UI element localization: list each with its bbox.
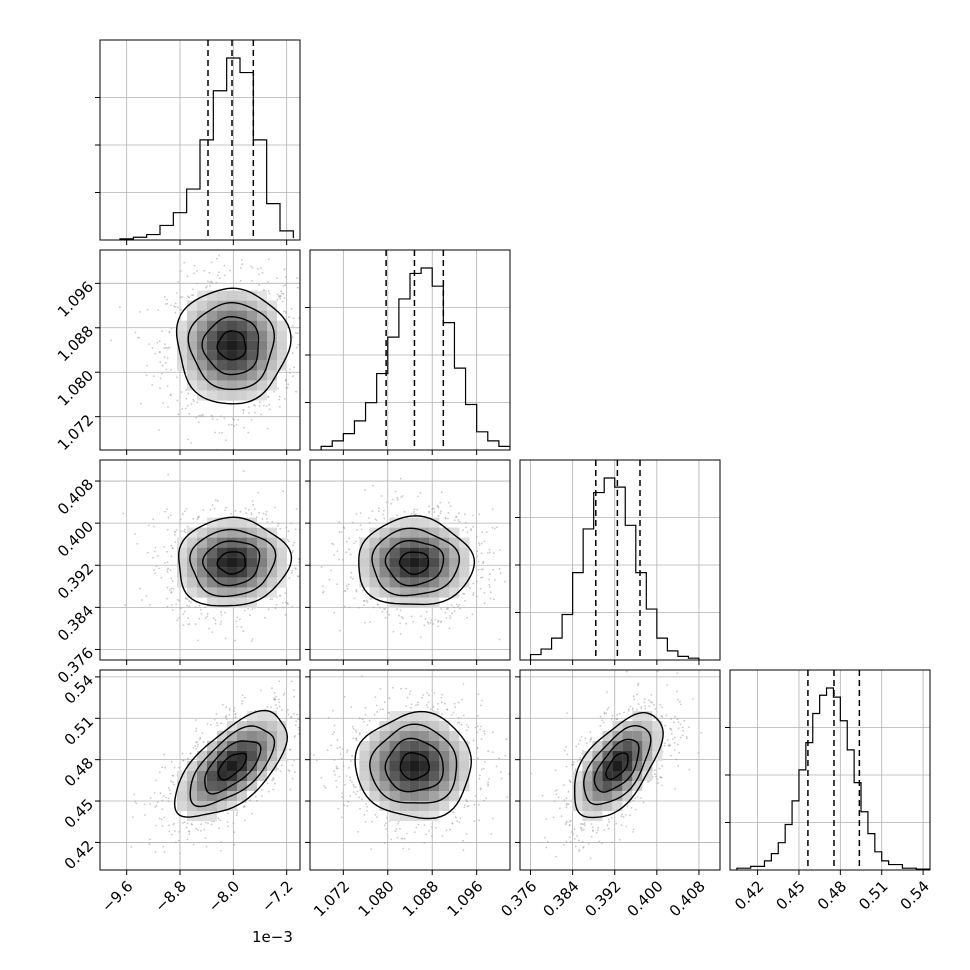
scatter-frame-2-0 xyxy=(99,459,301,661)
hist-step-3 xyxy=(736,687,930,870)
scatter-frame-3-1 xyxy=(309,669,511,871)
contour-3-1-3 xyxy=(354,710,473,820)
contour-3-2-3 xyxy=(574,712,664,819)
y-tick-label-2-2: 0.392 xyxy=(54,560,97,603)
scatter-points-2-1 xyxy=(320,477,506,641)
y-tick-label-1-0: 1.072 xyxy=(54,411,97,454)
x-tick-label-2-0: 0.376 xyxy=(497,877,540,920)
x-tick-label-3-2: 0.48 xyxy=(814,877,850,913)
hist-frame-2 xyxy=(519,459,721,661)
x-tick-label-1-3: 1.096 xyxy=(443,877,486,920)
contour-1-0-2 xyxy=(187,301,276,391)
scatter-frame-2-1 xyxy=(309,459,511,661)
y-tick-label-2-1: 0.384 xyxy=(54,602,97,645)
tick-marks-3-0 xyxy=(95,676,288,875)
scatter-points-3-1 xyxy=(313,670,510,852)
x-tick-label-2-3: 0.400 xyxy=(624,877,667,920)
x-tick-label-3-3: 0.51 xyxy=(855,877,891,913)
hist-panel-3 xyxy=(725,669,931,871)
x-tick-label-0-0: −9.6 xyxy=(98,877,136,915)
y-tick-label-2-4: 0.408 xyxy=(54,475,97,518)
y-tick-label-1-2: 1.088 xyxy=(54,322,97,365)
scatter-panel-3-1 xyxy=(309,669,511,871)
contour-3-1-0 xyxy=(399,752,431,781)
tick-marks-3-1 xyxy=(305,676,478,875)
x-tick-label-2-2: 0.392 xyxy=(582,877,625,920)
x-tick-label-1-2: 1.088 xyxy=(399,877,442,920)
contour-2-0-1 xyxy=(201,540,261,587)
y-tick-label-3-0: 0.42 xyxy=(61,837,97,873)
x-tick-label-0-2: −8.0 xyxy=(205,877,243,915)
scatter-panel-3-2 xyxy=(519,669,721,871)
tick-marks-3-3 xyxy=(757,870,924,875)
contour-1-0-1 xyxy=(201,315,260,376)
contour-3-1-2 xyxy=(369,723,458,804)
tick-marks-1-0 xyxy=(95,282,288,455)
x-tick-label-1-0: 1.072 xyxy=(310,877,353,920)
x-tick-label-0-3: −7.2 xyxy=(258,877,296,915)
contour-3-2-1 xyxy=(593,738,640,793)
scatter-panel-3-0 xyxy=(99,669,301,871)
scatter-frame-1-0 xyxy=(99,249,301,451)
contour-3-2-0 xyxy=(605,752,629,780)
tick-marks-2-2 xyxy=(530,660,700,665)
contour-2-0-0 xyxy=(216,551,246,575)
hist-step-0 xyxy=(119,57,294,240)
contour-2-0-3 xyxy=(177,516,293,607)
y-tick-label-3-1: 0.45 xyxy=(61,795,97,831)
scatter-frame-3-2 xyxy=(519,669,721,871)
contour-3-1-1 xyxy=(384,737,444,793)
contour-3-2-2 xyxy=(583,724,652,806)
tick-marks-2-0 xyxy=(95,480,288,665)
contour-3-0-0 xyxy=(217,752,248,781)
contour-3-0-1 xyxy=(204,740,262,795)
contour-2-1-2 xyxy=(371,527,461,597)
density-2-0 xyxy=(177,517,287,608)
hist-step-1 xyxy=(320,267,510,450)
contour-2-0-2 xyxy=(189,528,277,598)
scatter-panel-2-0 xyxy=(99,459,301,661)
hist-frame-1 xyxy=(309,249,511,451)
density-3-2 xyxy=(572,711,663,821)
x-tick-label-3-4: 0.54 xyxy=(897,877,933,913)
hist-panel-2 xyxy=(515,459,721,661)
tick-marks-3-2 xyxy=(515,676,700,875)
contour-2-1-1 xyxy=(384,539,445,587)
scatter-points-3-2 xyxy=(530,670,703,860)
contour-2-1-3 xyxy=(358,515,476,606)
hist-frame-3 xyxy=(729,669,931,871)
x-tick-label-0-1: −8.8 xyxy=(151,877,189,915)
contour-3-0-2 xyxy=(189,725,276,808)
hist-panel-0 xyxy=(95,39,301,241)
scatter-points-1-0 xyxy=(110,254,300,450)
tick-marks-1-1 xyxy=(342,450,478,455)
y-tick-label-2-3: 0.400 xyxy=(54,518,97,561)
contour-1-0-0 xyxy=(216,330,247,361)
scatter-points-2-0 xyxy=(122,470,300,642)
y-tick-label-3-2: 0.48 xyxy=(61,754,97,790)
contour-3-0-3 xyxy=(173,709,289,818)
scatter-panel-2-1 xyxy=(309,459,511,661)
contour-1-0-3 xyxy=(175,287,292,405)
x-tick-label-2-4: 0.408 xyxy=(666,877,709,920)
y-tick-label-1-1: 1.080 xyxy=(54,367,97,410)
y-tick-label-1-3: 1.096 xyxy=(54,278,97,321)
x-offset-label-0: 1e−3 xyxy=(252,928,293,946)
hist-frame-0 xyxy=(99,39,301,241)
x-tick-label-1-1: 1.080 xyxy=(355,877,398,920)
x-tick-label-3-1: 0.45 xyxy=(773,877,809,913)
scatter-panel-1-0 xyxy=(99,249,301,451)
x-tick-label-2-1: 0.384 xyxy=(539,877,582,920)
tick-marks-0-0 xyxy=(126,240,288,245)
contour-2-1-0 xyxy=(398,551,430,575)
scatter-frame-3-0 xyxy=(99,669,301,871)
y-tick-label-3-3: 0.51 xyxy=(61,713,97,749)
hist-step-2 xyxy=(529,477,700,660)
tick-marks-2-1 xyxy=(305,480,478,665)
hist-panel-1 xyxy=(305,249,511,451)
x-tick-label-3-0: 0.42 xyxy=(731,877,767,913)
